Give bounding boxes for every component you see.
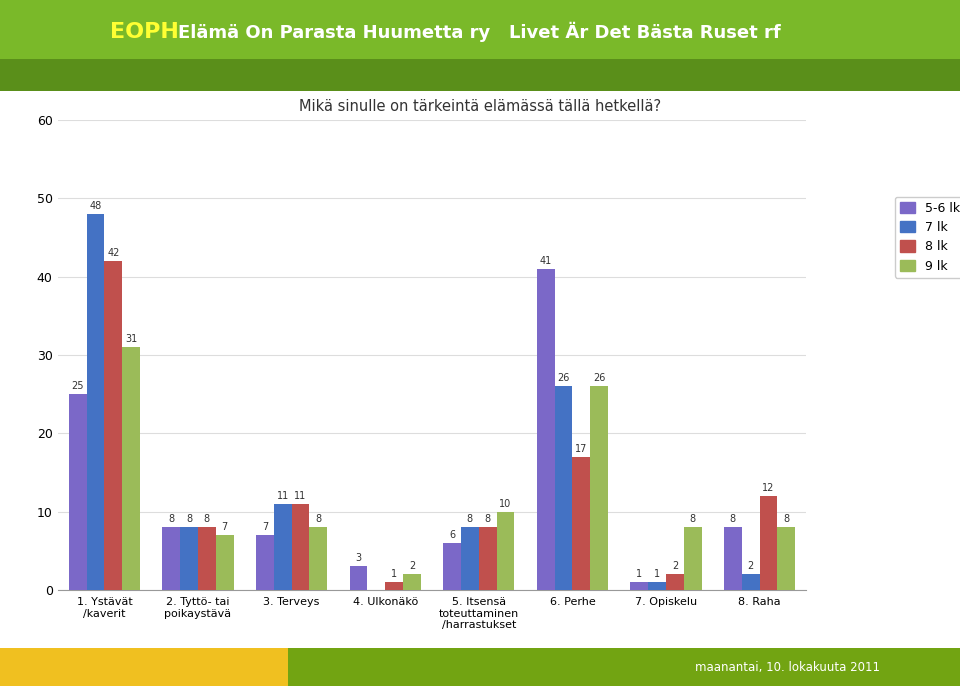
- Bar: [198, 528, 216, 590]
- Bar: [631, 582, 648, 590]
- Text: 7: 7: [262, 522, 268, 532]
- Text: Mikä sinulle on tärkeintä elämässä tällä hetkellä?: Mikä sinulle on tärkeintä elämässä tällä…: [299, 99, 661, 114]
- Text: 1: 1: [636, 569, 642, 579]
- Bar: [759, 496, 778, 590]
- Bar: [648, 582, 666, 590]
- Bar: [0, 59, 960, 91]
- Bar: [403, 574, 420, 590]
- Bar: [349, 567, 368, 590]
- Text: 31: 31: [125, 334, 137, 344]
- Text: 42: 42: [108, 248, 119, 258]
- Text: 12: 12: [762, 483, 775, 493]
- Bar: [86, 214, 105, 590]
- Bar: [292, 504, 309, 590]
- Text: 3: 3: [355, 554, 362, 563]
- Bar: [684, 528, 702, 590]
- Bar: [256, 535, 274, 590]
- Text: 2: 2: [409, 561, 415, 571]
- Text: 48: 48: [89, 201, 102, 211]
- Text: 2: 2: [672, 561, 678, 571]
- Text: 8: 8: [783, 514, 789, 524]
- Text: EOPH: EOPH: [110, 22, 180, 42]
- Text: 8: 8: [168, 514, 175, 524]
- Text: 26: 26: [558, 373, 569, 383]
- Text: 8: 8: [730, 514, 736, 524]
- Bar: [288, 648, 960, 686]
- Text: 8: 8: [186, 514, 192, 524]
- Bar: [461, 528, 479, 590]
- Bar: [537, 269, 555, 590]
- Bar: [69, 394, 86, 590]
- Legend: 5-6 lk, 7 lk, 8 lk, 9 lk: 5-6 lk, 7 lk, 8 lk, 9 lk: [895, 197, 960, 278]
- Text: 7: 7: [222, 522, 228, 532]
- Bar: [122, 347, 140, 590]
- Text: Elämä On Parasta Huumetta ry   Livet Är Det Bästa Ruset rf: Elämä On Parasta Huumetta ry Livet Är De…: [178, 21, 780, 42]
- Text: 8: 8: [485, 514, 491, 524]
- Bar: [778, 528, 795, 590]
- Bar: [0, 0, 960, 59]
- Text: 41: 41: [540, 256, 552, 265]
- Bar: [180, 528, 198, 590]
- Text: 26: 26: [593, 373, 605, 383]
- Bar: [105, 261, 122, 590]
- Text: 11: 11: [276, 490, 289, 501]
- Text: 8: 8: [689, 514, 696, 524]
- Bar: [385, 582, 403, 590]
- Text: 8: 8: [315, 514, 322, 524]
- Text: 1: 1: [391, 569, 397, 579]
- Text: 11: 11: [295, 490, 306, 501]
- Bar: [444, 543, 461, 590]
- Bar: [590, 386, 608, 590]
- Text: maanantai, 10. lokakuuta 2011: maanantai, 10. lokakuuta 2011: [695, 661, 879, 674]
- Bar: [216, 535, 233, 590]
- Text: 6: 6: [449, 530, 455, 540]
- Text: 1: 1: [654, 569, 660, 579]
- Bar: [555, 386, 572, 590]
- Bar: [742, 574, 759, 590]
- Text: 8: 8: [204, 514, 210, 524]
- Bar: [309, 528, 327, 590]
- Bar: [162, 528, 180, 590]
- Bar: [496, 512, 515, 590]
- Bar: [274, 504, 292, 590]
- Text: 17: 17: [575, 444, 588, 453]
- Bar: [572, 457, 590, 590]
- Bar: [724, 528, 742, 590]
- Text: 2: 2: [748, 561, 754, 571]
- Text: 10: 10: [499, 499, 512, 508]
- Bar: [666, 574, 684, 590]
- Bar: [479, 528, 496, 590]
- Text: 25: 25: [71, 381, 84, 391]
- Text: 8: 8: [467, 514, 473, 524]
